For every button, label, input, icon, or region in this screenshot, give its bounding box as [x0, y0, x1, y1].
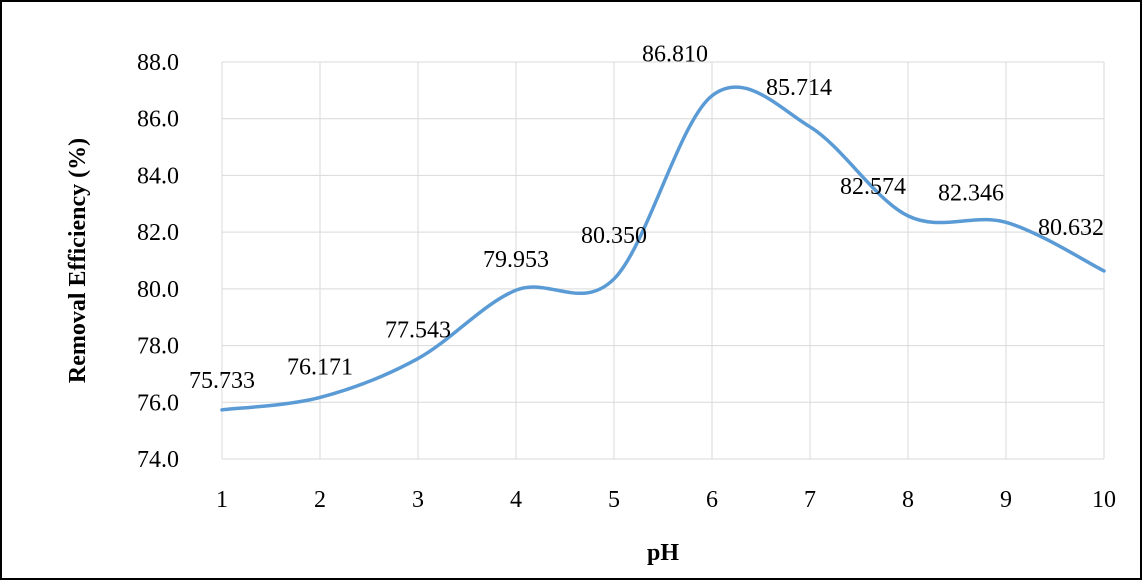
- y-tick-label: 78.0: [137, 334, 179, 360]
- y-tick-label: 76.0: [137, 390, 179, 416]
- data-label: 80.632: [1038, 215, 1104, 241]
- data-label: 85.714: [766, 75, 832, 101]
- data-label: 77.543: [385, 318, 451, 344]
- data-label: 79.953: [483, 247, 549, 273]
- data-label: 76.171: [287, 354, 353, 380]
- y-tick-label: 74.0: [137, 447, 179, 473]
- data-label: 82.346: [938, 180, 1004, 206]
- series-line: [220, 85, 1106, 412]
- data-label: 86.810: [642, 42, 708, 68]
- data-label: 82.574: [840, 174, 906, 200]
- y-tick-label: 86.0: [137, 107, 179, 133]
- data-label: 75.733: [189, 368, 255, 394]
- y-tick-label: 88.0: [137, 50, 179, 76]
- y-axis-title: Removal Efficiency (%): [65, 138, 91, 383]
- y-tick-label: 84.0: [137, 163, 179, 189]
- series-layer: [220, 85, 1106, 412]
- x-axis-title: pH: [647, 540, 679, 566]
- x-tick-label: 4: [510, 487, 522, 513]
- x-tick-label: 8: [902, 487, 914, 513]
- x-tick-label: 5: [608, 487, 620, 513]
- y-tick-label: 82.0: [137, 220, 179, 246]
- x-tick-label: 1: [216, 487, 228, 513]
- x-tick-label: 6: [706, 487, 718, 513]
- x-tick-label: 9: [1000, 487, 1012, 513]
- x-tick-label: 2: [314, 487, 326, 513]
- grid-lines: [221, 61, 1105, 460]
- x-tick-label: 10: [1092, 487, 1116, 513]
- data-label: 80.350: [581, 223, 647, 249]
- x-tick-label: 7: [804, 487, 816, 513]
- data-labels: 75.733 76.171 77.543 79.953 80.350 86.810 85.7…: [189, 42, 1104, 394]
- tick-labels: 74.0 76.0 78.0 80.0 82.0 84.0 86.0 88.0 1 2 3 4 5 6 7 8…: [137, 50, 1116, 513]
- y-tick-label: 80.0: [137, 277, 179, 303]
- x-tick-label: 3: [412, 487, 424, 513]
